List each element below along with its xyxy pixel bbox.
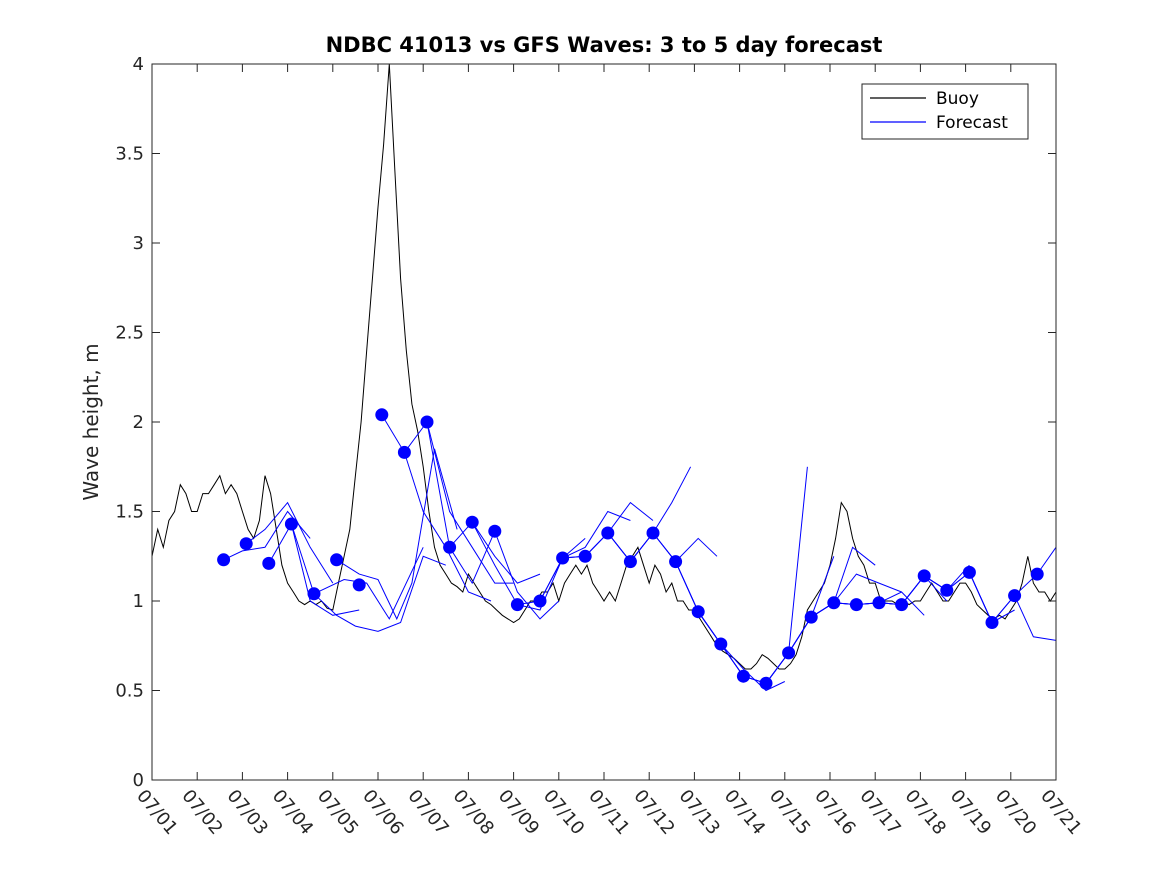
forecast-marker [962, 565, 976, 579]
forecast-marker [782, 646, 796, 660]
legend: Buoy Forecast [861, 83, 1029, 140]
forecast-marker [307, 587, 321, 601]
forecast-marker [804, 610, 818, 624]
forecast-run-line [245, 501, 334, 584]
forecast-marker [827, 596, 841, 610]
forecast-marker [510, 598, 524, 612]
forecast-marker [895, 598, 909, 612]
forecast-marker [217, 553, 231, 567]
y-tick-label: 1 [133, 591, 144, 612]
legend-box [861, 83, 1029, 140]
forecast-marker [917, 569, 931, 583]
forecast-marker [985, 616, 999, 629]
forecast-marker [578, 549, 592, 563]
forecast-marker [330, 553, 344, 567]
axes-background [152, 64, 1056, 780]
forecast-run-line [336, 448, 458, 621]
y-tick-label: 0 [133, 770, 144, 791]
y-tick-label: 4 [133, 54, 144, 75]
forecast-marker [601, 526, 615, 540]
forecast-marker [849, 598, 863, 612]
forecast-marker [1008, 589, 1022, 603]
y-tick-label: 2 [133, 412, 144, 433]
y-axis-label: Wave height, m [79, 343, 103, 500]
forecast-marker [759, 676, 773, 690]
y-tick-label: 0.5 [115, 681, 144, 702]
forecast-marker [736, 669, 750, 683]
forecast-marker [239, 537, 253, 551]
forecast-marker [397, 445, 411, 459]
forecast-marker [669, 555, 683, 569]
forecast-run-line [426, 421, 541, 584]
forecast-marker [533, 594, 547, 608]
plot-area: 00.511.522.533.54 07/0107/0207/0307/0407… [115, 54, 1085, 839]
y-axis: 0 0.5 1 1.5 2 2.5 3 3.5 4 [115, 54, 1056, 791]
forecast-marker [420, 415, 434, 429]
legend-label-forecast: Forecast [936, 113, 1008, 133]
y-tick-label: 1.5 [115, 502, 144, 523]
forecast-run-line [381, 414, 492, 602]
forecast-marker [284, 517, 298, 531]
y-tick-label: 2.5 [115, 323, 144, 344]
forecast-marker [714, 637, 728, 651]
forecast-marker [352, 578, 366, 592]
forecast-marker [940, 583, 954, 597]
legend-label-buoy: Buoy [936, 89, 979, 109]
forecast-marker [1030, 567, 1044, 581]
y-tick-label: 3.5 [115, 144, 144, 165]
forecast-marker [646, 526, 660, 540]
forecast-marker [443, 540, 457, 554]
forecast-marker [556, 551, 570, 565]
y-tick-label: 3 [133, 233, 144, 254]
forecast-marker [691, 605, 705, 619]
forecast-marker [623, 555, 637, 569]
chart-title: NDBC 41013 vs GFS Waves: 3 to 5 day fore… [326, 33, 883, 57]
forecast-run-line [268, 522, 360, 616]
forecast-marker [465, 515, 479, 529]
forecast-marker [262, 556, 276, 570]
forecast-marker [872, 596, 886, 610]
forecast-run-line [313, 555, 446, 632]
forecast-marker [488, 524, 502, 538]
forecast-run-line [449, 529, 560, 620]
forecast-marker [375, 408, 389, 422]
forecast-series [217, 408, 1057, 692]
